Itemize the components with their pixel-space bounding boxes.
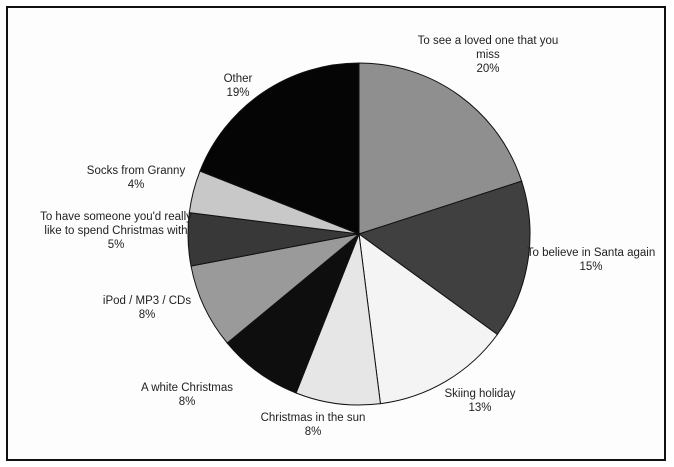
slice-value-label: 5% [108, 239, 125, 251]
slice-value-label: 13% [468, 402, 491, 414]
slice-category-label: Socks from Granny [87, 165, 186, 177]
slice-label-to-have-someone-you-d-really-like-to-spend-christmas-with: To have someone you'd really like to spen… [40, 211, 192, 251]
slice-value-label: 19% [226, 87, 249, 99]
slice-label-socks-from-granny: Socks from Granny 4% [87, 165, 186, 191]
slice-value-label: 8% [139, 309, 156, 321]
pie-slice-skiing-holiday [358, 232, 499, 405]
slice-label-to-believe-in-santa-again: To believe in Santa again 15% [527, 247, 656, 273]
slice-label-skiing-holiday: Skiing holiday 13% [445, 388, 516, 414]
slice-label-to-see-a-loved-one-that-you-miss: To see a loved one that you miss 20% [418, 35, 559, 75]
slice-label-ipod-mp3-cds: iPod / MP3 / CDs 8% [103, 295, 191, 321]
pie-slice-other [199, 62, 360, 235]
slice-label-christmas-in-the-sun: Christmas in the sun 8% [261, 412, 366, 438]
slice-value-label: 15% [579, 261, 602, 273]
chart-frame: To see a loved one that you miss 20% To bel… [6, 6, 666, 461]
slice-category-label: iPod / MP3 / CDs [103, 295, 191, 307]
slice-value-label: 8% [305, 426, 322, 438]
slice-category-label: A white Christmas [141, 382, 233, 394]
slice-value-label: 20% [476, 63, 499, 75]
slice-value-label: 4% [128, 179, 145, 191]
slice-category-label: Other [224, 73, 253, 85]
slice-category-label: like to spend Christmas with [44, 225, 187, 237]
slice-category-label: Christmas in the sun [261, 412, 366, 424]
slice-label-a-white-christmas: A white Christmas 8% [141, 382, 233, 408]
slice-category-label: Skiing holiday [445, 388, 516, 400]
pie-slice-to-believe-in-santa-again [357, 180, 531, 336]
pie-chart: To see a loved one that you miss 20% To bel… [40, 35, 656, 438]
slice-category-label: To see a loved one that you [418, 35, 559, 47]
slice-value-label: 8% [179, 396, 196, 408]
slice-label-other: Other 19% [224, 73, 253, 99]
slice-category-label: miss [476, 49, 500, 61]
slice-category-label: To have someone you'd really [40, 211, 192, 223]
slice-category-label: To believe in Santa again [527, 247, 656, 259]
pie-slice-to-see-a-loved-one-that-you-miss [358, 62, 523, 235]
